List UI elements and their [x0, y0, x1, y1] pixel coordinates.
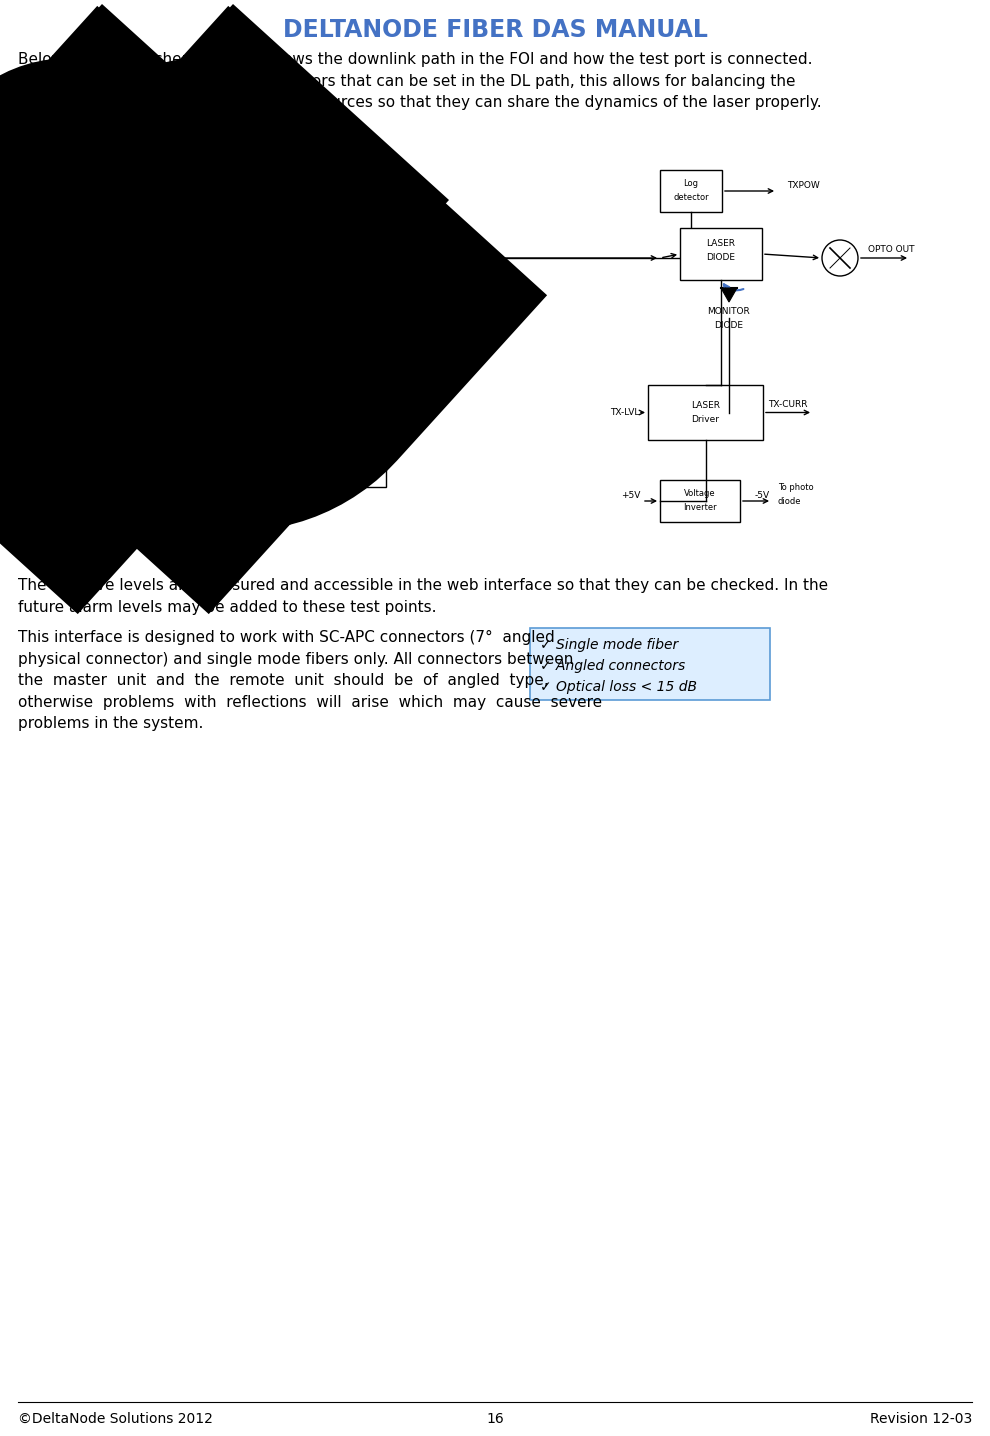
- Text: Revision 12-03: Revision 12-03: [870, 1412, 972, 1426]
- Text: Log: Log: [683, 180, 699, 188]
- Text: MONITOR: MONITOR: [708, 307, 750, 316]
- Text: ✓ Angled connectors: ✓ Angled connectors: [540, 659, 685, 673]
- Text: Step ATT: Step ATT: [200, 337, 237, 346]
- Bar: [326, 213, 381, 251]
- Text: LASER: LASER: [691, 401, 720, 409]
- Text: DELTANODE FIBER DAS MANUAL: DELTANODE FIBER DAS MANUAL: [282, 19, 708, 42]
- Text: detector: detector: [673, 192, 709, 201]
- Text: ©DeltaNode Solutions 2012: ©DeltaNode Solutions 2012: [18, 1412, 213, 1426]
- Bar: [660, 169, 722, 213]
- Polygon shape: [721, 289, 737, 302]
- Text: RF IN2: RF IN2: [14, 306, 44, 314]
- Text: +5V: +5V: [621, 491, 640, 500]
- Text: The RF drive levels are measured and accessible in the web interface so that the: The RF drive levels are measured and acc…: [18, 579, 828, 615]
- Text: OPTO OUT: OPTO OUT: [868, 246, 915, 254]
- Text: 16: 16: [486, 1412, 504, 1426]
- Text: Inverter: Inverter: [683, 503, 717, 511]
- Text: -5V: -5V: [755, 491, 770, 500]
- Bar: [55, 286, 120, 335]
- Text: TX-CURR: TX-CURR: [768, 401, 808, 409]
- Text: TX-LVL: TX-LVL: [610, 408, 640, 416]
- Bar: [648, 385, 763, 439]
- Text: Modem: Modem: [337, 457, 370, 465]
- Bar: [530, 628, 770, 699]
- Text: ✓ Single mode fiber: ✓ Single mode fiber: [540, 638, 678, 652]
- Bar: [680, 228, 762, 280]
- Bar: [660, 480, 740, 523]
- Text: To photo: To photo: [778, 484, 814, 493]
- Text: ✓ Optical loss < 15 dB: ✓ Optical loss < 15 dB: [540, 681, 697, 694]
- Text: Step ATT: Step ATT: [69, 337, 106, 346]
- Text: Step ATT: Step ATT: [200, 237, 237, 247]
- Text: DIODE: DIODE: [707, 254, 736, 263]
- Text: diode: diode: [778, 497, 802, 505]
- Bar: [186, 187, 251, 234]
- Text: TP DL: TP DL: [14, 254, 40, 263]
- Bar: [186, 286, 251, 335]
- Text: Voltage: Voltage: [684, 490, 716, 498]
- Bar: [55, 187, 120, 234]
- Text: RF IN1: RF IN1: [14, 205, 44, 214]
- Text: This interface is designed to work with SC-APC connectors (7°  angled
physical c: This interface is designed to work with …: [18, 630, 602, 731]
- Text: Below is a block schematic that shows the downlink path in the FOI and how the t: Below is a block schematic that shows th…: [18, 52, 822, 111]
- Text: Step ATT: Step ATT: [69, 237, 106, 247]
- Text: TXPOW: TXPOW: [787, 181, 820, 190]
- Bar: [326, 264, 381, 304]
- Text: LASER: LASER: [707, 240, 736, 248]
- Bar: [321, 435, 386, 487]
- Text: Driver: Driver: [691, 415, 720, 424]
- Text: DIODE: DIODE: [715, 322, 743, 330]
